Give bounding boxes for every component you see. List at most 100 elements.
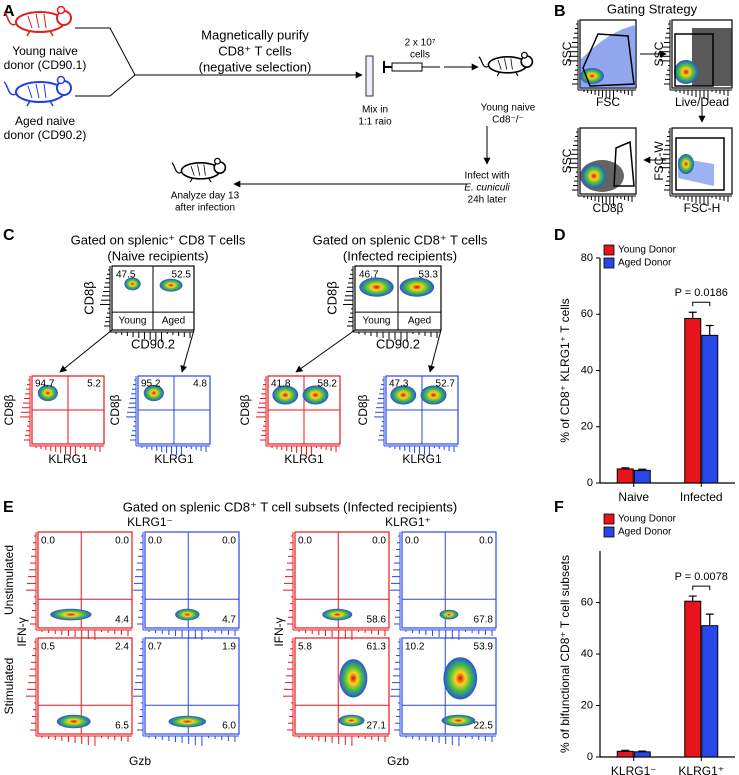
legend-swatch bbox=[603, 257, 615, 269]
quadrant-value: 0.7 bbox=[148, 642, 162, 653]
density bbox=[159, 278, 183, 292]
mouse-legs bbox=[189, 177, 212, 183]
quadrant-value: 41.8 bbox=[271, 379, 291, 390]
plot-frame bbox=[294, 531, 390, 629]
error-bar bbox=[621, 467, 630, 469]
density bbox=[420, 385, 447, 405]
x-tick-label: Naive bbox=[618, 490, 649, 504]
quadrant-value: 6.0 bbox=[222, 721, 236, 732]
axis-label: IFN-γ bbox=[15, 617, 29, 646]
label: Aged naive bbox=[15, 114, 75, 128]
label: (Naive recipients) bbox=[107, 248, 208, 263]
density bbox=[390, 385, 417, 405]
flow-line bbox=[75, 27, 136, 76]
mouse-ear bbox=[56, 75, 66, 85]
quadrant-value: 1.9 bbox=[222, 642, 236, 653]
mouse-icon bbox=[478, 51, 534, 77]
plot-frame bbox=[401, 637, 497, 735]
quadrant-value: 0.0 bbox=[405, 536, 419, 547]
quadrant-value: 4.8 bbox=[193, 379, 207, 390]
density bbox=[674, 60, 698, 84]
axis-label: Gzb bbox=[129, 754, 151, 768]
label: CD8⁺ T cells bbox=[218, 43, 292, 58]
bar bbox=[684, 600, 702, 758]
gate bbox=[582, 33, 635, 87]
label: Young naive bbox=[12, 44, 78, 58]
quadrant-label: Aged bbox=[408, 316, 431, 327]
axis-label: IFN-γ bbox=[272, 617, 286, 646]
axis-label: SSC bbox=[560, 41, 574, 66]
bar bbox=[616, 750, 634, 758]
density bbox=[439, 609, 459, 620]
quadrant-value: 52.7 bbox=[436, 379, 456, 390]
label: Cd8⁻/⁻ bbox=[492, 115, 524, 126]
density bbox=[339, 659, 368, 698]
x-tick-label: Infected bbox=[680, 490, 723, 504]
y-tick-label: 20 bbox=[581, 699, 593, 711]
density bbox=[302, 385, 329, 405]
subset-label: KLRG1⁺ bbox=[385, 515, 431, 529]
y-tick-label: 40 bbox=[581, 364, 593, 376]
axis-label: CD90.2 bbox=[131, 336, 175, 351]
scatter-cloud bbox=[692, 28, 732, 86]
density bbox=[56, 714, 91, 729]
mouse-stripes bbox=[27, 83, 47, 99]
density bbox=[124, 277, 141, 291]
bar bbox=[633, 469, 651, 484]
axis-label: FSC-H bbox=[684, 201, 721, 215]
significance-bracket bbox=[692, 301, 711, 307]
quadrant-label: Aged bbox=[162, 316, 185, 327]
x-tick-label: KLRG1⁻ bbox=[611, 764, 657, 775]
subset-arrow bbox=[428, 329, 442, 373]
label: (Infected recipients) bbox=[343, 248, 457, 263]
label: cells bbox=[410, 50, 430, 61]
density bbox=[322, 608, 353, 621]
quadrant-value: 0.0 bbox=[41, 536, 55, 547]
quadrant-value: 22.5 bbox=[474, 721, 494, 732]
label: 1:1 raio bbox=[358, 117, 392, 128]
quadrant-value: 0.0 bbox=[222, 536, 236, 547]
row-label: Unstimulated bbox=[2, 545, 16, 615]
plot-frame bbox=[144, 637, 240, 735]
significance-bracket bbox=[692, 585, 711, 591]
mouse-ear bbox=[521, 51, 528, 59]
quadrant-value: 53.3 bbox=[419, 270, 439, 281]
label: donor (CD90.1) bbox=[4, 58, 87, 72]
plot-frame bbox=[37, 637, 133, 735]
gate bbox=[674, 33, 714, 87]
y-axis-label: % of bifunctional CD8⁺ T cell subsets bbox=[558, 555, 572, 753]
label: 2 x 10⁷ bbox=[405, 38, 436, 49]
label: after infection bbox=[175, 203, 235, 214]
label: (negative selection) bbox=[199, 59, 312, 74]
axis-label: KLRG1 bbox=[154, 452, 194, 466]
axis-label: CD8β bbox=[108, 394, 122, 425]
quadrant-value: 67.8 bbox=[474, 615, 494, 626]
quadrant-value: 4.7 bbox=[222, 615, 236, 626]
label: Mix in bbox=[362, 105, 388, 116]
label: E. cuniculi bbox=[464, 183, 510, 194]
x-tick-label: KLRG1⁺ bbox=[678, 764, 724, 775]
y-axis-label: % of CD8⁺ KLRG1⁺ T cells bbox=[558, 298, 572, 442]
gate bbox=[613, 140, 635, 187]
quadrant-value: 0.0 bbox=[148, 536, 162, 547]
row-label: Stimulated bbox=[2, 658, 16, 715]
legend-swatch bbox=[603, 526, 615, 538]
quadrant-value: 0.0 bbox=[479, 536, 493, 547]
axis-label: CD90.2 bbox=[376, 336, 420, 351]
quadrant-value: 94.7 bbox=[35, 379, 55, 390]
bar bbox=[701, 334, 719, 484]
density bbox=[338, 714, 365, 727]
mouse-tail bbox=[3, 11, 17, 26]
panel-label: F bbox=[554, 499, 564, 516]
density bbox=[50, 608, 92, 621]
p-value: P = 0.0078 bbox=[675, 571, 728, 583]
label: donor (CD90.2) bbox=[4, 128, 87, 142]
density bbox=[359, 277, 394, 297]
label: Analyze day 13 bbox=[171, 191, 240, 202]
bar bbox=[633, 751, 651, 758]
quadrant-value: 47.3 bbox=[389, 379, 409, 390]
quadrant-value: 95.2 bbox=[141, 379, 161, 390]
y-tick-label: 20 bbox=[581, 421, 593, 433]
